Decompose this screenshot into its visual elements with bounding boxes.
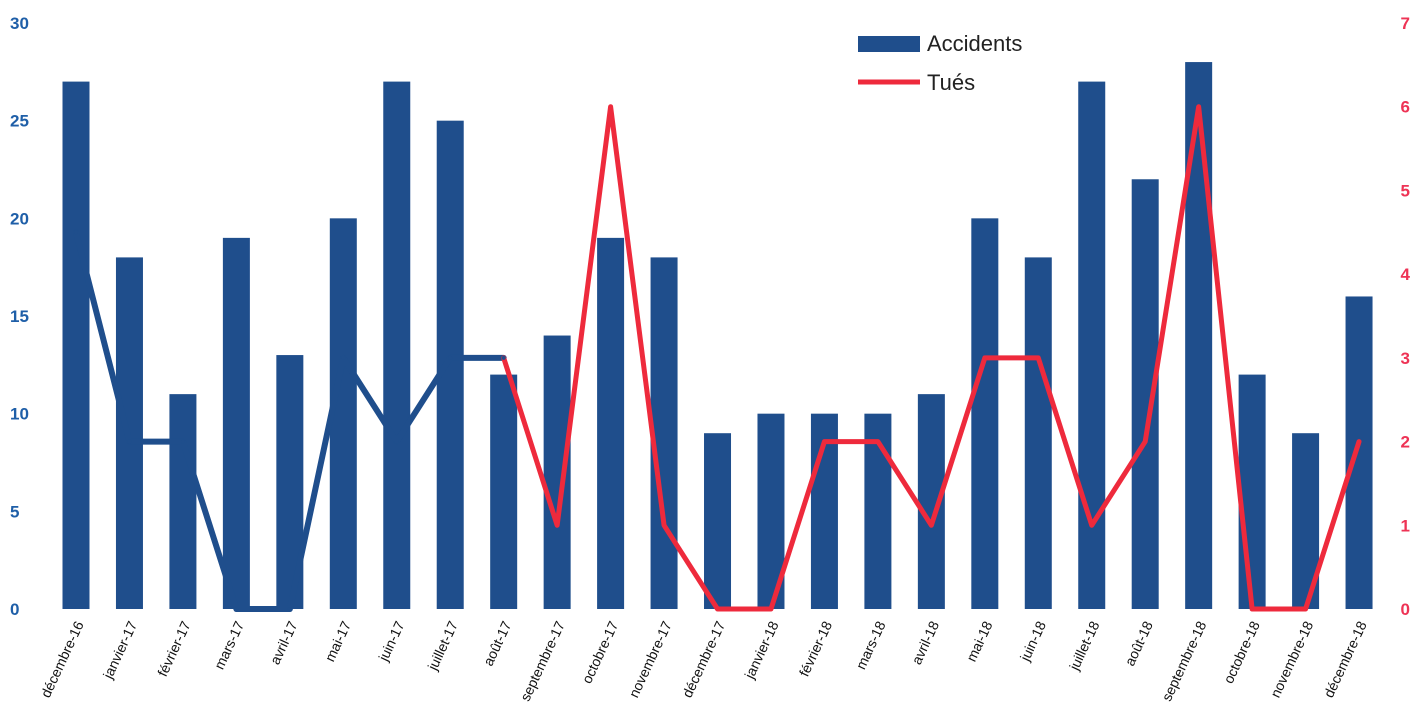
x-tick-label: mars-17 (211, 618, 247, 671)
tues-point (501, 355, 506, 360)
tues-point (180, 439, 185, 444)
tues-line (73, 104, 1362, 612)
left-y-tick-label: 10 (10, 405, 29, 424)
right-y-tick-label: 6 (1401, 98, 1410, 117)
x-tick-label: septembre-17 (517, 618, 568, 703)
legend-label-tues: Tués (927, 70, 975, 95)
x-tick-label: octobre-17 (579, 618, 622, 686)
tues-point (1036, 355, 1041, 360)
left-y-tick-label: 20 (10, 209, 29, 228)
tues-point (1250, 607, 1255, 611)
left-y-tick-label: 30 (10, 14, 29, 33)
x-tick-label: novembre-18 (1267, 618, 1316, 700)
tues-point (287, 607, 292, 611)
legend-swatch-accidents (858, 36, 920, 52)
x-tick-label: décembre-16 (37, 618, 86, 700)
bar-accidents (62, 81, 90, 610)
left-y-tick-label: 0 (10, 600, 19, 619)
bar-accidents (543, 335, 571, 609)
legend: Accidents Tués (858, 31, 1022, 95)
bar-accidents (436, 120, 464, 610)
left-y-axis: 0 5 10 15 20 25 30 (10, 14, 29, 619)
left-y-tick-label: 5 (10, 502, 19, 521)
x-tick-label: août-18 (1121, 618, 1156, 668)
bar-accidents (864, 413, 892, 609)
tues-point (234, 607, 239, 611)
bar-accidents (1185, 62, 1213, 610)
bar-accidents (383, 81, 411, 610)
tues-point (875, 439, 880, 444)
x-tick-label: octobre-18 (1220, 618, 1263, 686)
accidents-bars (62, 62, 1373, 610)
x-tick-label: novembre-17 (625, 618, 674, 700)
right-y-tick-label: 4 (1401, 265, 1411, 284)
bar-accidents (169, 394, 197, 609)
right-y-axis: 0 1 2 3 4 5 6 7 (1401, 14, 1411, 619)
tues-point (1303, 607, 1308, 611)
x-tick-label: juin-17 (375, 618, 408, 664)
right-y-tick-label: 0 (1401, 600, 1410, 619)
tues-point (822, 439, 827, 444)
x-tick-label: décembre-18 (1320, 618, 1369, 700)
x-tick-label: avril-17 (267, 618, 301, 667)
tues-point (662, 523, 667, 528)
x-axis-labels: décembre-16 janvier-17 février-17 mars-17 av… (37, 618, 1369, 703)
right-y-tick-label: 1 (1401, 516, 1410, 535)
x-tick-label: décembre-17 (679, 618, 728, 700)
x-tick-label: mai-18 (963, 618, 996, 664)
tues-point (715, 607, 720, 611)
x-tick-label: août-17 (480, 618, 515, 668)
tues-point (448, 355, 453, 360)
right-y-tick-label: 7 (1401, 14, 1410, 33)
bar-accidents (597, 237, 625, 609)
tues-point (341, 355, 346, 360)
x-tick-label: janvier-17 (99, 618, 140, 682)
tues-point (394, 439, 399, 444)
tues-point (74, 230, 78, 235)
tues-point (982, 355, 987, 360)
tues-point (608, 104, 613, 109)
x-tick-label: juillet-18 (1065, 618, 1102, 673)
legend-label-accidents: Accidents (927, 31, 1022, 56)
tues-point (1196, 104, 1201, 109)
right-y-tick-label: 3 (1401, 349, 1410, 368)
x-tick-label: septembre-18 (1158, 618, 1209, 703)
tues-point (1357, 439, 1362, 444)
bar-accidents (222, 237, 250, 609)
left-y-tick-label: 25 (10, 112, 29, 131)
x-tick-label: février-18 (796, 618, 836, 679)
bar-accidents (971, 218, 999, 610)
tues-point (1089, 523, 1094, 528)
x-tick-label: février-17 (154, 618, 194, 679)
bar-accidents (1078, 81, 1106, 610)
bar-accidents (1024, 257, 1052, 609)
tues-point (768, 607, 773, 611)
tues-point (929, 523, 934, 528)
x-tick-label: juin-18 (1016, 618, 1049, 664)
tues-point (127, 439, 132, 444)
bar-accidents (1238, 374, 1266, 609)
right-y-tick-label: 5 (1401, 181, 1410, 200)
left-y-tick-label: 15 (10, 307, 29, 326)
bar-accidents (490, 374, 518, 609)
x-tick-label: mai-17 (321, 618, 354, 664)
bar-accidents (1345, 296, 1373, 609)
bar-accidents (650, 257, 678, 609)
x-tick-label: avril-18 (908, 618, 942, 667)
tues-point (1143, 439, 1148, 444)
right-y-tick-label: 2 (1401, 433, 1410, 452)
tues-point (555, 523, 560, 528)
x-tick-label: mars-18 (852, 618, 888, 671)
x-tick-label: janvier-18 (741, 618, 782, 682)
x-tick-label: juillet-17 (424, 618, 461, 673)
bar-accidents (704, 433, 732, 609)
